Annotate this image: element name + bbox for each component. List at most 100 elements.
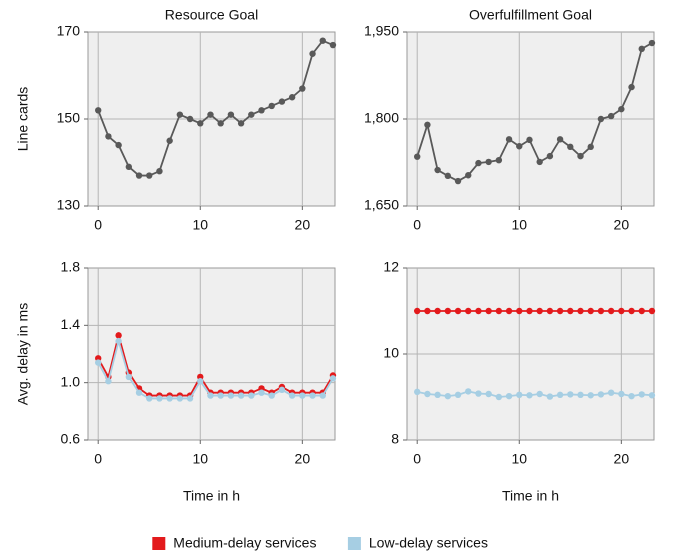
data-point (186, 115, 194, 123)
data-point (577, 307, 584, 315)
data-point (485, 158, 492, 166)
data-point (556, 307, 564, 315)
data-point (237, 120, 245, 127)
data-point (556, 136, 564, 143)
y-tick-label: 0.6 (61, 431, 81, 447)
x-tick-label: 20 (614, 217, 630, 233)
data-point (248, 392, 255, 399)
plot-area (87, 267, 336, 441)
data-point (434, 391, 441, 399)
data-point (597, 115, 605, 123)
y-tick-label: 130 (57, 197, 81, 213)
x-axis-label: Time in h (502, 488, 559, 504)
y-tick-label: 1,800 (364, 110, 399, 126)
data-point (556, 391, 564, 399)
data-point (577, 391, 584, 399)
data-point (258, 389, 265, 396)
data-point (146, 395, 153, 402)
data-point (319, 392, 326, 399)
subplot-title: Resource Goal (165, 7, 258, 23)
data-point (414, 307, 421, 315)
data-point (166, 395, 173, 402)
data-point (207, 111, 214, 118)
y-axis-label: Avg. delay in ms (15, 303, 31, 405)
legend-label: Medium-delay services (173, 535, 316, 551)
data-point (454, 391, 462, 399)
data-point (465, 307, 472, 315)
data-point (495, 307, 503, 315)
data-point (485, 307, 492, 315)
data-point (516, 143, 523, 150)
data-point (444, 307, 452, 315)
x-tick-label: 10 (511, 451, 527, 467)
data-point (597, 307, 605, 315)
data-point (628, 307, 635, 315)
data-point (607, 112, 615, 120)
data-point (278, 386, 286, 394)
data-point (288, 392, 296, 399)
y-tick-label: 1.0 (61, 373, 81, 389)
y-tick-label: 1.8 (61, 259, 81, 275)
data-point (607, 389, 615, 396)
data-point (414, 388, 421, 396)
data-point (237, 392, 245, 399)
legend-swatch (152, 537, 166, 550)
data-point (424, 121, 431, 128)
x-tick-label: 0 (413, 451, 421, 467)
data-point (618, 105, 625, 113)
data-point (176, 111, 184, 118)
data-point (115, 337, 122, 345)
data-point (319, 37, 326, 44)
y-tick-label: 170 (57, 23, 81, 39)
data-point (115, 332, 122, 339)
data-point (546, 307, 554, 315)
data-point (587, 307, 594, 315)
y-tick-label: 10 (383, 345, 399, 361)
x-tick-label: 10 (511, 217, 527, 233)
data-point (648, 39, 656, 47)
x-tick-label: 10 (192, 451, 208, 467)
data-point (505, 307, 513, 315)
data-point (567, 307, 574, 315)
data-point (166, 137, 173, 144)
x-tick-label: 10 (192, 217, 208, 233)
data-point (505, 136, 513, 143)
data-point (95, 107, 102, 114)
data-point (268, 102, 275, 110)
data-point (434, 166, 441, 174)
data-point (536, 390, 543, 398)
data-point (638, 307, 645, 315)
data-point (156, 395, 163, 402)
data-point (125, 373, 133, 381)
data-point (414, 153, 421, 160)
y-tick-label: 1,650 (364, 197, 399, 213)
data-point (288, 94, 296, 101)
data-point (248, 111, 255, 118)
data-point (546, 152, 554, 160)
data-point (516, 391, 523, 399)
data-point (638, 45, 645, 53)
x-tick-label: 20 (295, 451, 311, 467)
data-point (156, 168, 163, 175)
data-point (526, 307, 533, 315)
data-point (329, 375, 337, 382)
data-point (505, 392, 513, 400)
data-point (227, 111, 235, 118)
data-point (454, 307, 462, 315)
y-tick-label: 1.4 (61, 316, 81, 332)
data-point (186, 395, 194, 402)
y-tick-label: 12 (383, 259, 399, 275)
legend-label: Low-delay services (369, 535, 488, 551)
data-point (648, 307, 656, 315)
data-point (146, 172, 153, 179)
x-tick-label: 0 (413, 217, 421, 233)
data-point (526, 136, 533, 144)
data-point (135, 172, 143, 179)
data-point (465, 388, 472, 395)
data-point (618, 307, 625, 315)
data-point (424, 390, 431, 398)
data-point (424, 307, 431, 315)
data-point (475, 390, 482, 397)
data-point (526, 392, 533, 399)
data-point (135, 389, 143, 396)
